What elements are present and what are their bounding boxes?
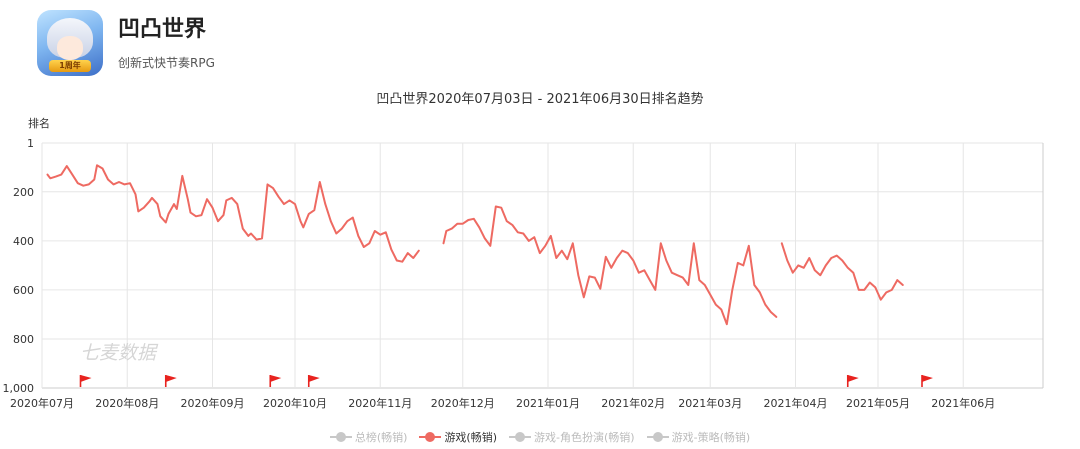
x-tick-label: 2021年01月: [516, 396, 580, 410]
series-line-segment: [442, 205, 778, 326]
legend-label: 游戏-角色扮演(畅销): [534, 431, 635, 444]
event-flag-icon[interactable]: [269, 375, 282, 387]
legend-item[interactable]: 游戏-策略(畅销): [646, 429, 751, 445]
x-tick-label: 2020年09月: [181, 396, 245, 410]
y-tick-label: 800: [13, 333, 34, 346]
x-tick-label: 2021年06月: [931, 396, 995, 410]
app-icon-character-face: [57, 36, 83, 60]
chart-title: 凹凸世界2020年07月03日 - 2021年06月30日排名趋势: [376, 92, 704, 107]
y-tick-label: 600: [13, 284, 34, 297]
x-tick-label: 2020年10月: [263, 396, 327, 410]
legend-label: 游戏-策略(畅销): [671, 431, 751, 444]
event-flag-icon[interactable]: [307, 375, 320, 387]
legend-marker-icon: [646, 432, 669, 442]
legend-item[interactable]: 游戏-角色扮演(畅销): [509, 429, 635, 445]
x-tick-label: 2021年04月: [764, 396, 828, 410]
legend-marker-icon: [509, 432, 532, 442]
legend-label: 游戏(畅销): [444, 431, 498, 444]
x-tick-label: 2021年03月: [678, 396, 742, 410]
y-tick-label: 400: [13, 235, 34, 248]
y-axis-label: 排名: [28, 116, 50, 130]
watermark: 七麦数据: [80, 342, 159, 364]
event-flag-icon[interactable]: [921, 375, 933, 387]
app-title: 凹凸世界: [118, 17, 207, 42]
legend-marker-icon: [419, 432, 442, 442]
y-tick-label: 1,000: [3, 382, 35, 395]
legend-marker-icon: [329, 432, 352, 442]
app-icon-badge: 1周年: [49, 60, 91, 72]
x-tick-label: 2020年08月: [95, 396, 159, 410]
x-tick-label: 2020年07月: [10, 396, 74, 410]
y-tick-label: 1: [27, 137, 34, 150]
app-icon: 1周年: [37, 10, 103, 76]
x-tick-label: 2021年02月: [601, 396, 665, 410]
event-flag-icon[interactable]: [79, 375, 92, 387]
legend-item[interactable]: 游戏(畅销): [419, 429, 497, 445]
event-flag-icon[interactable]: [164, 375, 177, 387]
event-flag-icon[interactable]: [846, 375, 859, 387]
x-tick-label: 2020年12月: [431, 396, 495, 410]
series-line-segment: [780, 242, 904, 301]
series-line-segment: [46, 164, 420, 263]
chart-legend: 总榜(畅销) 游戏(畅销) 游戏-角色扮演(畅销) 游戏-策略(畅销): [0, 429, 1080, 445]
x-tick-label: 2021年05月: [846, 396, 910, 410]
app-subtitle: 创新式快节奏RPG: [118, 56, 215, 70]
legend-item[interactable]: 总榜(畅销): [329, 429, 408, 445]
legend-label: 总榜(畅销): [354, 431, 408, 444]
x-tick-label: 2020年11月: [348, 396, 412, 410]
y-tick-label: 200: [13, 186, 34, 199]
